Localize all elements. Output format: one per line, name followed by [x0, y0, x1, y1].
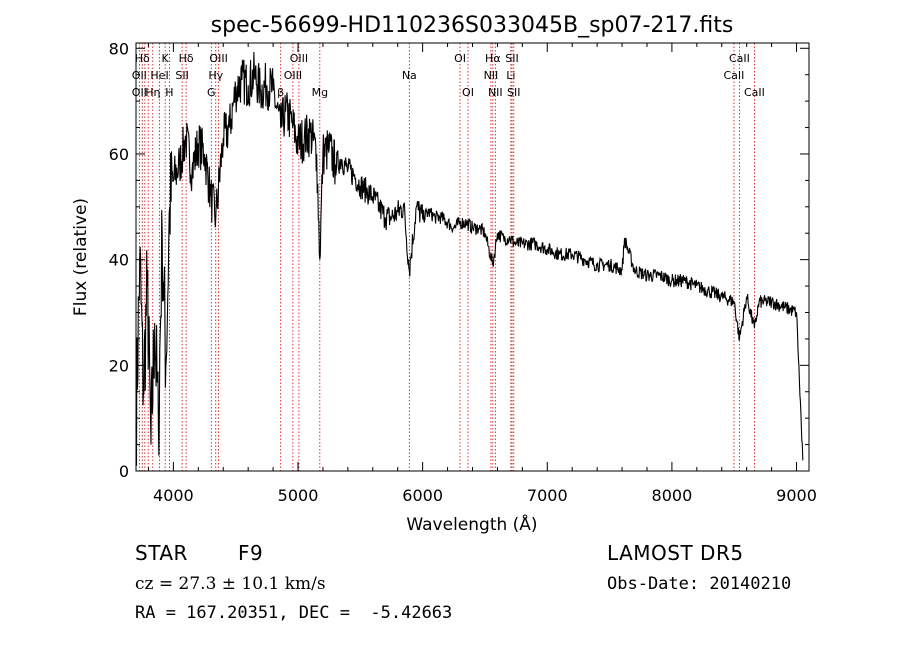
line-annotation: OIII — [290, 52, 308, 65]
line-annotation: SII — [175, 69, 188, 82]
survey-name: LAMOST DR5 — [607, 541, 744, 565]
ra-dec: RA = 167.20351, DEC = -5.42663 — [135, 603, 453, 623]
x-tick-label: 7000 — [527, 486, 568, 505]
line-annotation: Li — [506, 69, 515, 82]
subclass: F9 — [238, 541, 264, 565]
x-axis-ticks: 4000 5000 6000 7000 8000 9000 — [147, 43, 817, 505]
y-axis-ticks: 0 20 40 60 80 — [109, 39, 809, 481]
line-annotation: SII — [507, 86, 520, 99]
line-annotation: Hα — [485, 52, 501, 65]
line-annotation: SII — [505, 52, 518, 65]
line-annotation: β — [277, 86, 284, 99]
line-annotation: Hδ — [179, 52, 194, 65]
y-tick-label: 80 — [109, 39, 129, 58]
line-annotation: CaII — [729, 52, 750, 65]
line-annotation: NII — [484, 69, 499, 82]
obs-date: Obs-Date: 20140210 — [607, 574, 792, 594]
y-tick-label: 60 — [109, 145, 129, 164]
line-annotation: Hγ — [208, 69, 223, 82]
line-annotation: Hδ — [135, 52, 150, 65]
chart-title: spec-56699-HD110236S033045B_sp07-217.fit… — [211, 13, 734, 38]
line-annotation: OIII — [284, 69, 302, 82]
line-annotation: K — [162, 52, 170, 65]
x-axis-label: Wavelength (Å) — [406, 513, 537, 535]
line-annotation: CaII — [744, 86, 765, 99]
line-annotation: OI — [454, 52, 466, 65]
line-annotation: OIII — [209, 52, 227, 65]
y-axis-label: Flux (relative) — [71, 198, 91, 316]
line-annotation: Mg — [312, 86, 328, 99]
line-annotation: CaII — [724, 69, 745, 82]
x-tick-label: 4000 — [153, 486, 194, 505]
line-annotation: NII — [488, 86, 503, 99]
y-tick-label: 40 — [109, 251, 129, 270]
line-annotation: H — [165, 86, 173, 99]
plot-frame — [135, 42, 810, 472]
line-markers — [138, 43, 755, 471]
line-annotation: Na — [402, 69, 417, 82]
line-annotation: OII — [132, 69, 147, 82]
object-type: STAR — [135, 541, 188, 565]
redshift-text: cz = 27.3 ± 10.1 km/s — [135, 574, 326, 594]
y-tick-label: 0 — [119, 462, 129, 481]
x-tick-label: 5000 — [278, 486, 319, 505]
line-annotations: Hδ K Hδ OIII OIII OI Hα SII CaII OII HeI SII Hγ OIII N… — [132, 52, 765, 99]
line-annotation: G — [207, 86, 216, 99]
spectrum-line — [135, 51, 804, 466]
line-annotation: OI — [462, 86, 474, 99]
line-annotation: HeI — [150, 69, 168, 82]
y-tick-label: 20 — [109, 356, 129, 375]
line-annotation: Hη — [145, 86, 160, 99]
line-annotation: OII — [132, 86, 147, 99]
x-tick-label: 6000 — [402, 486, 443, 505]
x-tick-label: 8000 — [652, 486, 693, 505]
x-tick-label: 9000 — [776, 486, 817, 505]
